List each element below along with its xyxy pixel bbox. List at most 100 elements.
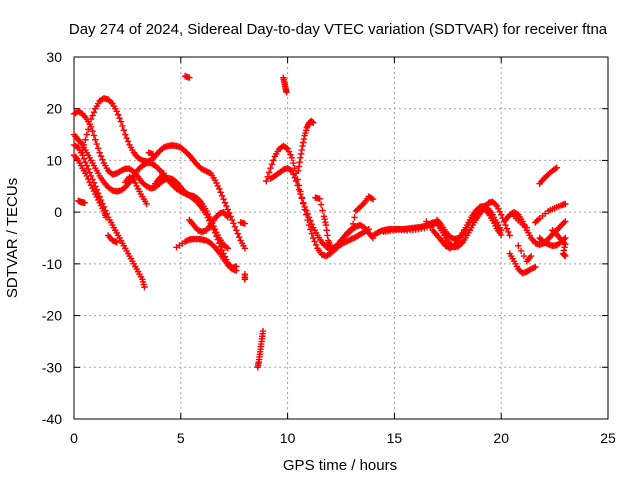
data-point <box>292 177 300 185</box>
y-tick-label: -30 <box>42 359 62 375</box>
data-point <box>299 142 306 150</box>
x-tick-label: 15 <box>387 430 403 446</box>
y-tick-label: 0 <box>54 204 62 220</box>
data-point <box>535 216 542 223</box>
y-tick-label: -10 <box>42 256 62 272</box>
data-point <box>114 111 122 118</box>
data-point <box>327 242 334 249</box>
series-track-13 <box>295 117 377 249</box>
data-point <box>296 158 303 166</box>
series-track-4 <box>70 141 148 291</box>
data-point <box>562 241 569 248</box>
data-point <box>562 218 569 225</box>
data-point <box>290 159 297 167</box>
data-point <box>141 283 148 291</box>
data-point <box>223 202 230 210</box>
series-track-16 <box>423 202 505 252</box>
data-point <box>241 245 249 252</box>
data-point <box>290 171 297 178</box>
series-track-5 <box>70 152 110 221</box>
data-point <box>561 252 568 259</box>
data-point <box>310 119 317 126</box>
data-point <box>298 195 306 202</box>
x-tick-label: 5 <box>177 430 185 446</box>
data-point <box>124 138 132 145</box>
data-point <box>122 131 129 138</box>
data-point <box>154 165 162 172</box>
data-point <box>218 192 226 199</box>
data-point <box>223 243 230 251</box>
data-point <box>230 220 237 227</box>
data-point <box>95 189 102 197</box>
data-point <box>80 155 88 162</box>
data-point <box>87 115 95 123</box>
series-track-2 <box>79 95 249 252</box>
data-point <box>93 140 100 148</box>
series-track-6 <box>104 173 150 246</box>
data-point <box>224 214 231 221</box>
data-point <box>302 207 310 214</box>
data-point <box>307 217 314 224</box>
series-track-17 <box>502 208 569 248</box>
y-tick-labels: -40 -30 -20 -10 0 10 20 30 <box>42 49 62 427</box>
data-point <box>160 170 167 177</box>
data-point <box>561 244 568 251</box>
data-point <box>282 144 290 151</box>
data-point <box>119 122 126 130</box>
data-point <box>320 213 328 220</box>
data-point <box>308 230 316 237</box>
data-point <box>227 213 234 220</box>
grid-lines <box>74 57 608 419</box>
data-point <box>137 156 145 163</box>
data-point <box>234 230 241 237</box>
data-point <box>285 148 293 155</box>
data-point <box>233 267 240 274</box>
data-point <box>89 184 96 192</box>
data-point <box>117 118 125 125</box>
data-point <box>203 211 210 218</box>
data-point <box>496 208 503 215</box>
data-point <box>515 242 522 249</box>
data-point <box>263 177 270 185</box>
data-point <box>297 150 305 158</box>
data-point <box>142 160 149 168</box>
y-tick-label: -40 <box>42 411 62 427</box>
data-point <box>297 154 304 162</box>
y-axis-label: SDTVAR / TECUs <box>4 178 21 298</box>
data-point <box>349 220 357 228</box>
data-point <box>86 169 93 176</box>
y-tick-label: 20 <box>46 101 62 117</box>
data-point <box>291 174 298 181</box>
data-point <box>214 236 222 243</box>
data-point <box>316 195 323 202</box>
data-point <box>287 151 294 158</box>
data-point <box>87 182 95 189</box>
data-point <box>304 210 311 218</box>
data-point <box>92 136 99 143</box>
data-point <box>305 214 313 221</box>
data-point <box>322 221 330 229</box>
data-point <box>113 238 120 246</box>
data-point <box>95 196 102 204</box>
data-point <box>89 112 96 119</box>
data-point <box>233 227 240 234</box>
data-point <box>81 199 88 207</box>
data-point <box>82 158 89 166</box>
data-point <box>82 136 89 143</box>
data-point <box>458 240 465 247</box>
data-point <box>283 88 290 96</box>
data-point <box>90 132 98 139</box>
data-point <box>498 227 505 234</box>
data-point <box>224 245 231 252</box>
data-point <box>92 190 99 198</box>
data-point <box>498 211 505 218</box>
data-point <box>334 241 341 248</box>
data-point <box>211 176 219 184</box>
data-point <box>93 193 100 201</box>
data-point <box>211 229 219 237</box>
data-point <box>93 186 100 193</box>
data-point <box>270 157 277 164</box>
data-point <box>323 227 330 234</box>
data-point <box>96 149 103 156</box>
data-point <box>214 182 222 190</box>
